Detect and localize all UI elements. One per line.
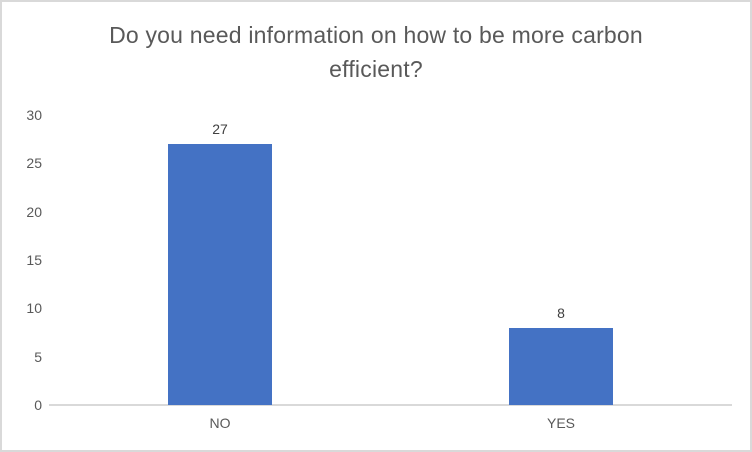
- y-tick-label: 5: [34, 348, 42, 365]
- plot-area: [49, 115, 732, 405]
- x-category-label: YES: [546, 415, 575, 431]
- bar: [168, 144, 272, 405]
- y-tick-label: 30: [26, 107, 42, 123]
- y-tick-label: 15: [26, 252, 42, 268]
- bar-data-label: 27: [212, 121, 228, 137]
- x-category-label: NO: [209, 415, 231, 431]
- y-tick-label: 0: [34, 397, 42, 413]
- y-tick-label: 25: [26, 155, 42, 172]
- x-axis-line: [49, 404, 732, 406]
- chart-title: Do you need information on how to be mor…: [109, 22, 643, 82]
- y-tick-label: 10: [26, 300, 42, 317]
- bar: [509, 328, 613, 405]
- bar-data-label: 8: [557, 305, 565, 321]
- y-tick-label: 20: [26, 203, 42, 220]
